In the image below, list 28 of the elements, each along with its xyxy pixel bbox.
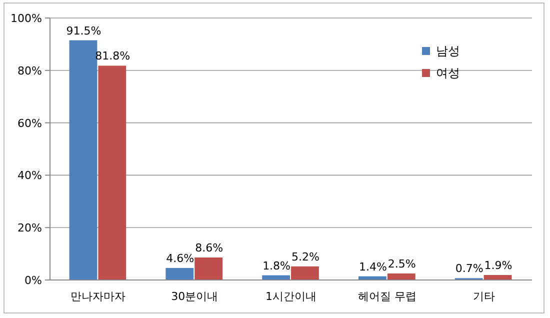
data-label: 5.2%: [291, 250, 320, 264]
data-label: 2.5%: [388, 257, 416, 270]
legend-label: 남성: [436, 44, 460, 58]
bar: [98, 66, 126, 280]
y-tick-label: 60%: [18, 116, 42, 130]
x-tick-label: 1시간이내: [266, 290, 316, 303]
bar: [69, 40, 98, 280]
x-tick-label: 만나자마자: [70, 290, 126, 303]
x-tick-label: 기타: [472, 290, 495, 303]
bar: [291, 266, 319, 280]
y-tick-label: 0%: [24, 274, 42, 287]
y-tick-label: 100%: [10, 12, 42, 25]
data-label: 1.4%: [358, 260, 387, 274]
bar: [166, 268, 194, 280]
data-label: 1.9%: [484, 259, 512, 272]
data-label: 91.5%: [66, 24, 102, 38]
data-label: 1.8%: [262, 259, 291, 272]
bar: [387, 273, 416, 280]
bar: [194, 257, 223, 280]
x-tick-label: 헤어질 무렵: [358, 290, 417, 303]
data-label: 8.6%: [195, 241, 224, 254]
y-tick-label: 20%: [18, 222, 42, 235]
x-tick-label: 30분이내: [171, 290, 218, 303]
y-tick-label: 80%: [18, 64, 42, 78]
y-tick-label: 40%: [18, 169, 42, 182]
data-label: 0.7%: [455, 262, 484, 276]
legend-label: 여성: [436, 66, 460, 80]
data-label: 4.6%: [166, 252, 194, 265]
